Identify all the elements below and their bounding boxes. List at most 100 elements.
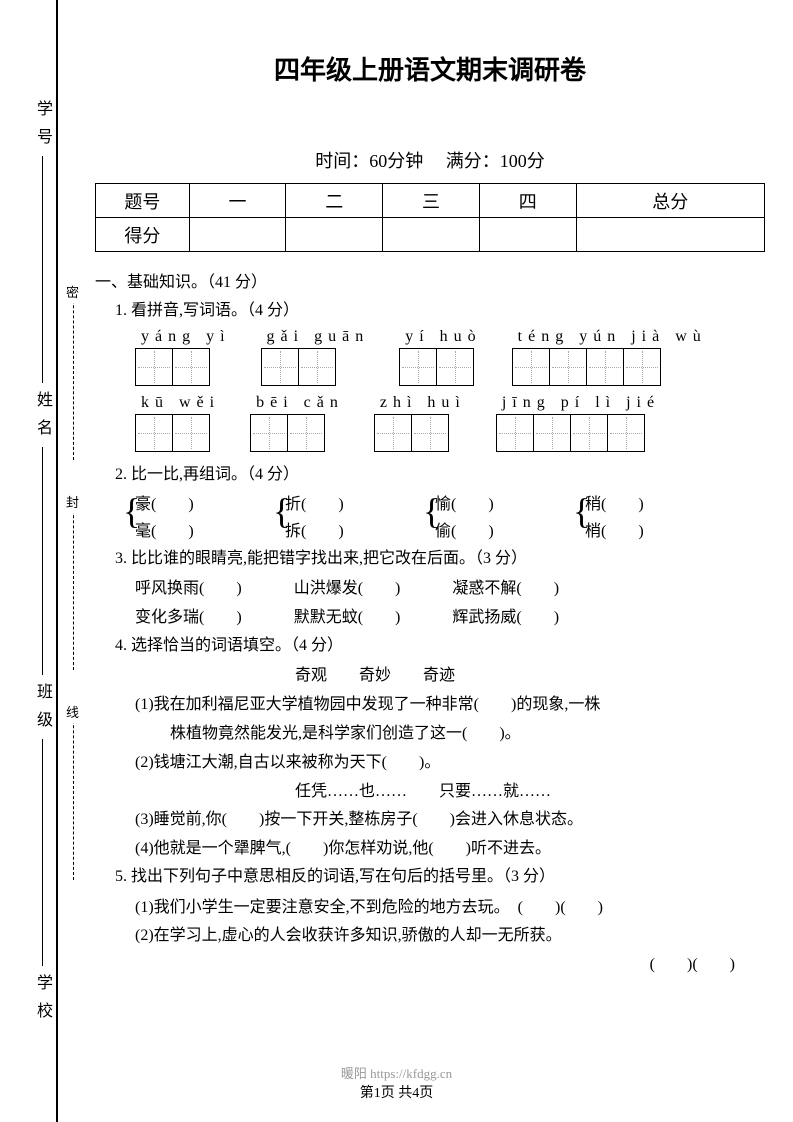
q3-item: 变化多瑞( ) bbox=[135, 609, 242, 626]
th-2: 二 bbox=[286, 184, 383, 218]
pinyin-text: zhì huì bbox=[374, 394, 466, 412]
row-label: 得分 bbox=[96, 218, 190, 252]
spine-line bbox=[42, 447, 43, 674]
char-boxes bbox=[135, 414, 210, 452]
pair-top: 豪( ) bbox=[135, 491, 285, 518]
spine-banji: 班 级 bbox=[30, 683, 54, 731]
pinyin-text: kū wěi bbox=[135, 394, 220, 412]
pinyin-block: zhì huì bbox=[374, 394, 466, 452]
brace-icon: { bbox=[423, 493, 440, 529]
pair-bottom: 拆( ) bbox=[285, 518, 435, 545]
seal-label-feng: 封 bbox=[66, 490, 79, 513]
q3-item: 凝惑不解( ) bbox=[452, 580, 559, 597]
pair-top: 折( ) bbox=[285, 491, 435, 518]
page-title: 四年级上册语文期末调研卷 bbox=[95, 50, 765, 87]
seal-dash-line bbox=[73, 700, 74, 880]
char-box[interactable] bbox=[586, 348, 624, 386]
q3-item: 山洪爆发( ) bbox=[294, 580, 401, 597]
char-box[interactable] bbox=[533, 414, 571, 452]
char-boxes bbox=[261, 348, 336, 386]
pinyin-block: gǎi guān bbox=[261, 328, 370, 386]
q4-l2: (2)钱塘江大潮,自古以来被称为天下( )。 bbox=[135, 749, 765, 778]
char-box[interactable] bbox=[496, 414, 534, 452]
th-total: 总分 bbox=[576, 184, 764, 218]
pinyin-block: jīng pí lì jié bbox=[496, 394, 660, 452]
pair-bottom: 梢( ) bbox=[585, 518, 735, 545]
char-boxes bbox=[496, 414, 645, 452]
char-boxes bbox=[135, 348, 210, 386]
q5-title: 5. 找出下列句子中意思相反的词语,写在句后的括号里。（3 分） bbox=[115, 864, 765, 890]
q4-opts2: 任凭……也…… 只要……就…… bbox=[295, 778, 765, 807]
char-box[interactable] bbox=[374, 414, 412, 452]
full-label: 满分： bbox=[446, 151, 500, 171]
char-box[interactable] bbox=[135, 348, 173, 386]
q4-title: 4. 选择恰当的词语填空。（4 分） bbox=[115, 633, 765, 659]
pinyin-text: yí huò bbox=[399, 328, 481, 346]
char-box[interactable] bbox=[287, 414, 325, 452]
pair-top: 稍( ) bbox=[585, 491, 735, 518]
score-cell[interactable] bbox=[479, 218, 576, 252]
pinyin-row: yáng yì gǎi guān yí huò téng yún jià wù bbox=[135, 328, 765, 386]
char-boxes bbox=[250, 414, 325, 452]
q3-item: 默默无蚊( ) bbox=[294, 609, 401, 626]
spine-xuexiao: 学 校 bbox=[30, 974, 54, 1022]
q4-l1b: 株植物竟然能发光,是科学家们创造了这一( )。 bbox=[170, 720, 765, 749]
char-box[interactable] bbox=[570, 414, 608, 452]
char-box[interactable] bbox=[623, 348, 661, 386]
score-cell[interactable] bbox=[189, 218, 286, 252]
footer: 暖阳 https://kfdgg.cn 第1页 共4页 bbox=[0, 1063, 793, 1102]
pair-col: {稍( )梢( ) bbox=[585, 491, 735, 545]
q5-l1: (1)我们小学生一定要注意安全,不到危险的地方去玩。 ( )( ) bbox=[135, 894, 765, 923]
pair-top: 愉( ) bbox=[435, 491, 585, 518]
pinyin-block: kū wěi bbox=[135, 394, 220, 452]
char-box[interactable] bbox=[172, 414, 210, 452]
char-box[interactable] bbox=[512, 348, 550, 386]
brace-icon: { bbox=[123, 493, 140, 529]
th-label: 题号 bbox=[96, 184, 190, 218]
score-table: 题号 一 二 三 四 总分 得分 bbox=[95, 183, 765, 252]
brace-icon: { bbox=[273, 493, 290, 529]
pinyin-block: yáng yì bbox=[135, 328, 231, 386]
page-number: 第1页 共4页 bbox=[0, 1082, 793, 1102]
q4-l3: (3)睡觉前,你( )按一下开关,整栋房子( )会进入休息状态。 bbox=[135, 806, 765, 835]
spine-xingming: 姓 名 bbox=[30, 391, 54, 439]
th-4: 四 bbox=[479, 184, 576, 218]
table-row: 题号 一 二 三 四 总分 bbox=[96, 184, 765, 218]
left-spine: 学 号 姓 名 班 级 学 校 bbox=[30, 0, 54, 1122]
score-cell[interactable] bbox=[383, 218, 480, 252]
seal-label-xian: 线 bbox=[66, 700, 79, 723]
watermark: 暖阳 https://kfdgg.cn bbox=[0, 1063, 793, 1082]
table-row: 得分 bbox=[96, 218, 765, 252]
char-box[interactable] bbox=[250, 414, 288, 452]
spine-line bbox=[42, 156, 43, 383]
char-box[interactable] bbox=[399, 348, 437, 386]
seal-label-mi: 密 bbox=[66, 280, 79, 303]
char-box[interactable] bbox=[549, 348, 587, 386]
char-box[interactable] bbox=[172, 348, 210, 386]
q3-row1: 呼风换雨( ) 山洪爆发( ) 凝惑不解( ) bbox=[135, 575, 765, 604]
q2-pairs: {豪( )毫( ){折( )拆( ){愉( )偷( ){稍( )梢( ) bbox=[135, 491, 765, 545]
char-box[interactable] bbox=[436, 348, 474, 386]
th-3: 三 bbox=[383, 184, 480, 218]
char-box[interactable] bbox=[411, 414, 449, 452]
q5-l2: (2)在学习上,虚心的人会收获许多知识,骄傲的人却一无所获。 bbox=[135, 922, 765, 951]
seal-dash-line bbox=[73, 490, 74, 670]
q3-title: 3. 比比谁的眼睛亮,能把错字找出来,把它改在后面。（3 分） bbox=[115, 546, 765, 572]
char-box[interactable] bbox=[607, 414, 645, 452]
q3-item: 辉武扬威( ) bbox=[452, 609, 559, 626]
pinyin-text: yáng yì bbox=[135, 328, 231, 346]
score-cell[interactable] bbox=[576, 218, 764, 252]
left-margin-line bbox=[56, 0, 58, 1122]
q5-l2b: ( )( ) bbox=[135, 951, 765, 980]
section-1-header: 一、基础知识。（41 分） bbox=[95, 268, 765, 292]
char-box[interactable] bbox=[298, 348, 336, 386]
char-box[interactable] bbox=[261, 348, 299, 386]
pair-col: {愉( )偷( ) bbox=[435, 491, 585, 545]
pinyin-text: téng yún jià wù bbox=[512, 328, 707, 346]
time-label: 时间： bbox=[315, 151, 369, 171]
th-1: 一 bbox=[189, 184, 286, 218]
char-box[interactable] bbox=[135, 414, 173, 452]
q4-opts1: 奇观 奇妙 奇迹 bbox=[295, 662, 765, 691]
score-cell[interactable] bbox=[286, 218, 383, 252]
pair-col: {折( )拆( ) bbox=[285, 491, 435, 545]
